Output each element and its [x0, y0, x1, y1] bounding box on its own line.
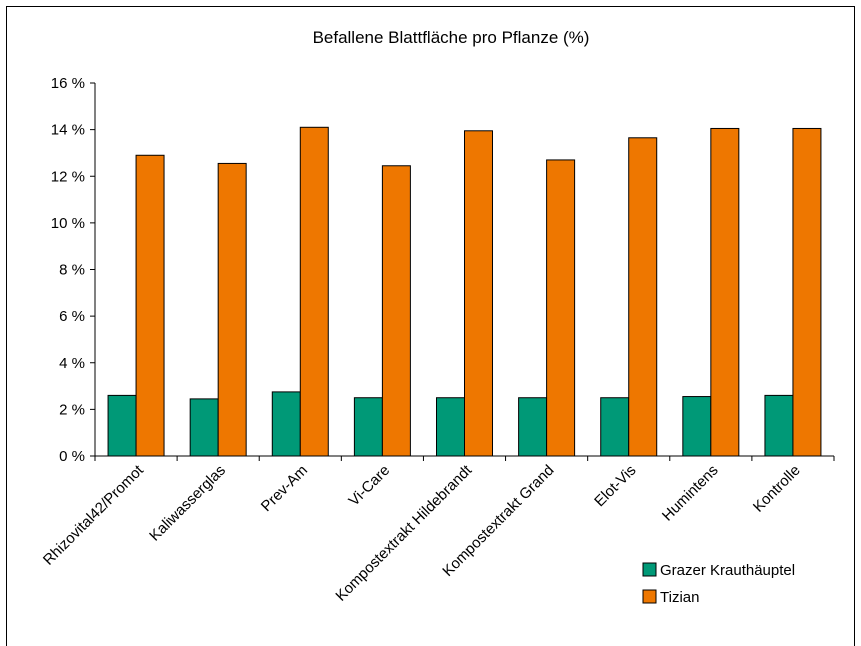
x-tick-label: Elot-Vis: [591, 462, 639, 510]
y-tick-label: 16 %: [51, 75, 85, 92]
bar: [546, 159, 576, 457]
x-tick-label: Kontrolle: [750, 462, 804, 516]
bar: [381, 165, 411, 457]
bar: [600, 397, 630, 457]
bar: [792, 127, 822, 457]
y-tick-label: 8 %: [59, 262, 85, 279]
bar: [271, 391, 301, 457]
y-tick-label: 10 %: [51, 215, 85, 232]
x-tick-label: Kompostextrakt Hildebrandt: [332, 461, 475, 604]
y-tick-label: 4 %: [59, 355, 85, 372]
bar: [436, 397, 465, 457]
x-tick-label: Rhizovital42/Promot: [40, 461, 148, 569]
legend: Grazer Krauthäuptel Tizian: [642, 562, 795, 606]
x-tick-labels: Rhizovital42/Promot Kaliwasserglas Prev-Am…: [40, 461, 804, 604]
bar: [682, 396, 712, 457]
bar: [764, 394, 794, 457]
legend-label: Grazer Krauthäuptel: [660, 562, 795, 579]
bar: [189, 398, 219, 457]
y-tick-label: 12 %: [51, 168, 85, 185]
bar: [464, 130, 493, 457]
legend-swatch: [642, 562, 657, 577]
bar: [518, 397, 548, 457]
legend-label: Tizian: [660, 589, 699, 606]
bar: [107, 394, 137, 457]
x-tick-label: Prev-Am: [258, 462, 311, 515]
bar: [710, 127, 740, 457]
y-tick-label: 14 %: [51, 122, 85, 139]
y-tick-label: 6 %: [59, 308, 85, 325]
bars: [107, 126, 822, 457]
legend-swatch: [642, 589, 657, 604]
bar: [217, 162, 247, 457]
x-tick-label: Vi-Care: [345, 462, 393, 510]
x-tick-label: Humintens: [659, 462, 722, 525]
y-tick-label: 2 %: [59, 401, 85, 418]
chart-title: Befallene Blattfläche pro Pflanze (%): [313, 28, 590, 47]
bar: [135, 154, 165, 457]
bar: [628, 137, 658, 457]
bar: [353, 397, 383, 457]
bar: [299, 126, 329, 457]
x-tick-label: Kaliwasserglas: [146, 462, 229, 545]
y-tick-label: 0 %: [59, 448, 85, 465]
